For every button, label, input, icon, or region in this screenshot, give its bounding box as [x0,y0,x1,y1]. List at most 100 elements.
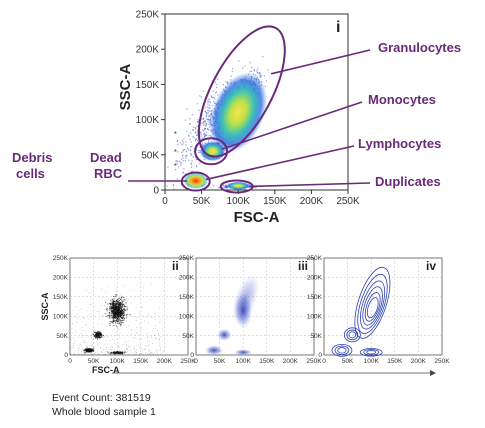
y-tick-label: 50K [182,333,194,340]
black-dot-cloud [69,283,165,356]
y-tick-label: 250K [307,255,323,262]
y-tick-label: 50K [310,333,322,340]
y-tick-label: 250K [179,255,195,262]
x-tick-label: 100K [227,196,251,207]
y-tick-label: 0 [64,352,68,359]
y-tick-label: 200K [136,45,160,56]
x-tick-label: 150K [133,358,149,365]
x-tick-label: 0 [162,196,168,207]
duplicate-contour [359,348,383,357]
y-tick-label: 200K [53,275,69,282]
x-tick-label: 0 [194,358,198,365]
y-tick-label: 150K [53,294,69,301]
x-tick-label: 100K [236,358,252,365]
dead-rbc-label-1: Dead [90,150,122,165]
small-x-axis-title: FSC-A [92,365,120,375]
monocyte-contour [346,329,359,341]
debris-marker: * [174,130,177,139]
granulocyte-contour [360,280,386,330]
y-tick-label: 0 [153,186,159,197]
y-tick-label: 150K [307,294,323,301]
panel-label-i: i [336,19,340,36]
annotation-granulocytes: Granulocytes [378,40,461,55]
duplicate-shade [234,349,253,356]
x-tick-label: 200K [157,358,173,365]
monocyte-gate [194,137,229,166]
dead-rbc-label-2: RBC [94,166,123,181]
panel-label-iii: iii [298,259,308,273]
panel-label-ii: ii [172,259,179,273]
granulocyte-contour [366,297,379,319]
y-axis-title: SSC-A [117,63,134,110]
granulocyte-contour [362,286,383,326]
y-tick-label: 100K [307,313,323,320]
monocyte-shade [217,328,232,341]
granulocyte-contour [357,273,388,334]
x-tick-label: 150K [259,358,275,365]
x-tick-label: 250K [336,196,360,207]
x-tick-label: 200K [283,358,299,365]
granulocyte-contour [354,266,391,339]
x-tick-label: 50K [214,358,226,365]
duplicate-contour [366,350,377,355]
x-tick-label: 0 [68,358,72,365]
progression-arrow-head [430,370,436,376]
x-axis-title: FSC-A [234,209,280,226]
x-tick-label: 200K [300,196,324,207]
x-tick-label: 250K [180,358,196,365]
y-tick-label: 150K [136,80,160,91]
lymphocyte-contour [337,347,347,354]
sample-name: Whole blood sample 1 [52,406,156,418]
debris-label-1: Debris [12,150,52,165]
x-tick-label: 200K [411,358,427,365]
duplicate-contour [363,349,380,356]
annotation-monocytes: Monocytes [368,92,436,107]
monocyte-contour [348,331,357,339]
y-tick-label: 50K [141,150,159,161]
panel-frame-iv [323,257,443,356]
panel-label-iv: iv [426,259,436,273]
x-tick-label: 100K [110,358,126,365]
y-tick-label: 200K [179,275,195,282]
x-tick-label: 50K [193,196,211,207]
x-tick-label: 150K [387,358,403,365]
x-tick-label: 250K [306,358,322,365]
x-tick-label: 150K [263,196,287,207]
annotation-lymphocytes: Lymphocytes [358,136,441,151]
granulocyte-gate [197,25,286,158]
annotation-leader [205,145,355,181]
y-tick-label: 150K [179,294,195,301]
y-tick-label: 50K [56,333,68,340]
y-tick-label: 0 [190,352,194,359]
granulocyte-density [209,72,267,153]
lymphocyte-contour [334,345,350,356]
annotation-duplicates: Duplicates [375,174,441,189]
x-tick-label: 50K [342,358,354,365]
monocyte-contour [343,327,361,343]
y-tick-label: 200K [307,275,323,282]
lymphocyte-shade [204,345,223,356]
x-tick-label: 100K [364,358,380,365]
y-tick-label: 0 [318,352,322,359]
panel-frame-ii [69,257,189,356]
y-tick-label: 100K [136,115,160,126]
panel-frame-iii [195,257,315,356]
x-tick-label: 250K [434,358,450,365]
debris-marker: * [174,148,177,157]
granulocyte-shade [234,292,253,329]
annotation-leader [249,182,371,188]
annotation-leader [221,101,363,150]
lymphocyte-density [183,172,208,189]
event-count: Event Count: 381519 [52,392,151,404]
y-tick-label: 100K [53,313,69,320]
annotation-leader [270,49,371,75]
debris-label-2: cells [16,166,45,181]
x-tick-label: 0 [322,358,326,365]
y-tick-label: 250K [136,10,160,21]
small-y-axis-title: SSC-A [40,292,50,321]
duplicate-density [226,181,251,190]
debris-marker: * [174,162,177,171]
lymphocyte-contour [331,343,353,357]
y-tick-label: 100K [179,313,195,320]
